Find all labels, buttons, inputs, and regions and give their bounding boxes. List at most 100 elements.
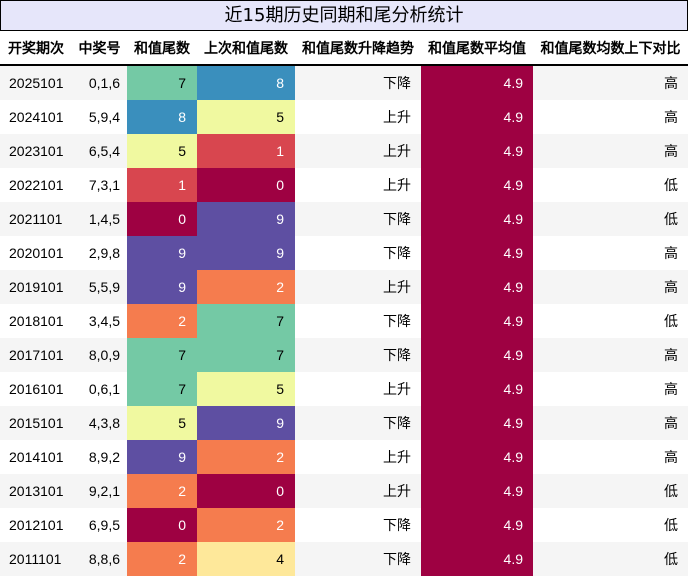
table-row: 2023101 6,5,4 5 1 上升 4.9 高 bbox=[0, 134, 688, 168]
average-cell: 4.9 bbox=[421, 236, 533, 270]
numbers-cell: 2,9,8 bbox=[72, 236, 127, 270]
numbers-cell: 8,0,9 bbox=[72, 338, 127, 372]
average-cell: 4.9 bbox=[421, 474, 533, 508]
numbers-cell: 1,4,5 bbox=[72, 202, 127, 236]
issue-cell: 2013101 bbox=[0, 474, 72, 508]
prev-sum-tail-cell: 9 bbox=[197, 202, 295, 236]
average-cell: 4.9 bbox=[421, 304, 533, 338]
compare-cell: 低 bbox=[533, 304, 688, 338]
compare-cell: 高 bbox=[533, 236, 688, 270]
average-cell: 4.9 bbox=[421, 65, 533, 100]
table-row: 2014101 8,9,2 9 2 上升 4.9 高 bbox=[0, 440, 688, 474]
average-cell: 4.9 bbox=[421, 338, 533, 372]
issue-cell: 2022101 bbox=[0, 168, 72, 202]
column-header-compare: 和值尾数均数上下对比 bbox=[533, 31, 688, 66]
prev-sum-tail-cell: 7 bbox=[197, 304, 295, 338]
table-row: 2013101 9,2,1 2 0 上升 4.9 低 bbox=[0, 474, 688, 508]
prev-sum-tail-cell: 9 bbox=[197, 236, 295, 270]
numbers-cell: 8,9,2 bbox=[72, 440, 127, 474]
compare-cell: 高 bbox=[533, 100, 688, 134]
compare-cell: 低 bbox=[533, 168, 688, 202]
numbers-cell: 6,5,4 bbox=[72, 134, 127, 168]
prev-sum-tail-cell: 9 bbox=[197, 406, 295, 440]
table-row: 2024101 5,9,4 8 5 上升 4.9 高 bbox=[0, 100, 688, 134]
column-header-numbers: 中奖号 bbox=[72, 31, 127, 66]
numbers-cell: 6,9,5 bbox=[72, 508, 127, 542]
compare-cell: 低 bbox=[533, 542, 688, 576]
page-title: 近15期历史同期和尾分析统计 bbox=[0, 0, 688, 31]
column-header-trend: 和值尾数升降趋势 bbox=[295, 31, 421, 66]
prev-sum-tail-cell: 2 bbox=[197, 440, 295, 474]
trend-cell: 下降 bbox=[295, 304, 421, 338]
compare-cell: 低 bbox=[533, 508, 688, 542]
prev-sum-tail-cell: 4 bbox=[197, 542, 295, 576]
sum-tail-cell: 7 bbox=[127, 65, 197, 100]
numbers-cell: 5,5,9 bbox=[72, 270, 127, 304]
column-header-average: 和值尾数平均值 bbox=[421, 31, 533, 66]
numbers-cell: 4,3,8 bbox=[72, 406, 127, 440]
compare-cell: 高 bbox=[533, 270, 688, 304]
compare-cell: 高 bbox=[533, 65, 688, 100]
column-header-sum-tail: 和值尾数 bbox=[127, 31, 197, 66]
numbers-cell: 0,1,6 bbox=[72, 65, 127, 100]
numbers-cell: 0,6,1 bbox=[72, 372, 127, 406]
table-header-row: 开奖期次 中奖号 和值尾数 上次和值尾数 和值尾数升降趋势 和值尾数平均值 和值… bbox=[0, 31, 688, 66]
compare-cell: 高 bbox=[533, 338, 688, 372]
trend-cell: 下降 bbox=[295, 236, 421, 270]
prev-sum-tail-cell: 0 bbox=[197, 168, 295, 202]
average-cell: 4.9 bbox=[421, 372, 533, 406]
table-row: 2018101 3,4,5 2 7 下降 4.9 低 bbox=[0, 304, 688, 338]
issue-cell: 2020101 bbox=[0, 236, 72, 270]
sum-tail-cell: 1 bbox=[127, 168, 197, 202]
trend-cell: 下降 bbox=[295, 406, 421, 440]
prev-sum-tail-cell: 2 bbox=[197, 270, 295, 304]
sum-tail-cell: 2 bbox=[127, 542, 197, 576]
trend-cell: 上升 bbox=[295, 134, 421, 168]
issue-cell: 2017101 bbox=[0, 338, 72, 372]
average-cell: 4.9 bbox=[421, 406, 533, 440]
issue-cell: 2016101 bbox=[0, 372, 72, 406]
compare-cell: 高 bbox=[533, 440, 688, 474]
table-row: 2019101 5,5,9 9 2 上升 4.9 高 bbox=[0, 270, 688, 304]
column-header-issue: 开奖期次 bbox=[0, 31, 72, 66]
numbers-cell: 7,3,1 bbox=[72, 168, 127, 202]
compare-cell: 高 bbox=[533, 134, 688, 168]
trend-cell: 上升 bbox=[295, 440, 421, 474]
trend-cell: 下降 bbox=[295, 338, 421, 372]
sum-tail-cell: 2 bbox=[127, 304, 197, 338]
prev-sum-tail-cell: 8 bbox=[197, 65, 295, 100]
table-row: 2025101 0,1,6 7 8 下降 4.9 高 bbox=[0, 65, 688, 100]
compare-cell: 低 bbox=[533, 202, 688, 236]
numbers-cell: 9,2,1 bbox=[72, 474, 127, 508]
sum-tail-cell: 0 bbox=[127, 202, 197, 236]
issue-cell: 2019101 bbox=[0, 270, 72, 304]
table-row: 2016101 0,6,1 7 5 上升 4.9 高 bbox=[0, 372, 688, 406]
sum-tail-cell: 9 bbox=[127, 440, 197, 474]
average-cell: 4.9 bbox=[421, 100, 533, 134]
issue-cell: 2025101 bbox=[0, 65, 72, 100]
compare-cell: 高 bbox=[533, 406, 688, 440]
sum-tail-cell: 9 bbox=[127, 270, 197, 304]
issue-cell: 2014101 bbox=[0, 440, 72, 474]
average-cell: 4.9 bbox=[421, 270, 533, 304]
sum-tail-cell: 5 bbox=[127, 406, 197, 440]
table-row: 2012101 6,9,5 0 2 下降 4.9 低 bbox=[0, 508, 688, 542]
numbers-cell: 5,9,4 bbox=[72, 100, 127, 134]
issue-cell: 2023101 bbox=[0, 134, 72, 168]
table-row: 2021101 1,4,5 0 9 下降 4.9 低 bbox=[0, 202, 688, 236]
average-cell: 4.9 bbox=[421, 508, 533, 542]
sum-tail-cell: 8 bbox=[127, 100, 197, 134]
sum-tail-cell: 9 bbox=[127, 236, 197, 270]
trend-cell: 上升 bbox=[295, 100, 421, 134]
sum-tail-cell: 2 bbox=[127, 474, 197, 508]
issue-cell: 2012101 bbox=[0, 508, 72, 542]
average-cell: 4.9 bbox=[421, 168, 533, 202]
sum-tail-stats-table: 开奖期次 中奖号 和值尾数 上次和值尾数 和值尾数升降趋势 和值尾数平均值 和值… bbox=[0, 31, 688, 576]
numbers-cell: 3,4,5 bbox=[72, 304, 127, 338]
issue-cell: 2024101 bbox=[0, 100, 72, 134]
issue-cell: 2021101 bbox=[0, 202, 72, 236]
numbers-cell: 8,8,6 bbox=[72, 542, 127, 576]
average-cell: 4.9 bbox=[421, 134, 533, 168]
sum-tail-cell: 7 bbox=[127, 338, 197, 372]
trend-cell: 上升 bbox=[295, 270, 421, 304]
